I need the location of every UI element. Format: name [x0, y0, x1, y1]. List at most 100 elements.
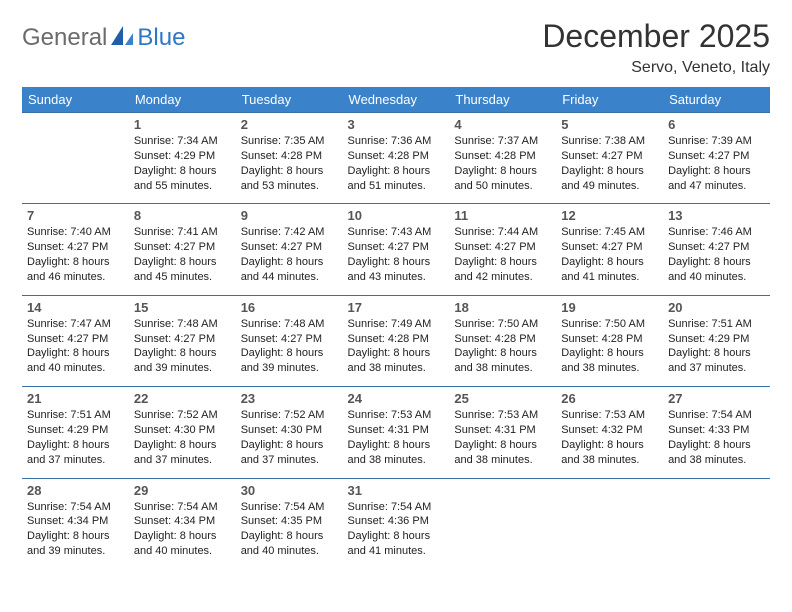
- weekday-header: Wednesday: [343, 87, 450, 113]
- day-info: Sunrise: 7:40 AMSunset: 4:27 PMDaylight:…: [27, 225, 124, 284]
- day-info: Sunrise: 7:52 AMSunset: 4:30 PMDaylight:…: [241, 408, 338, 467]
- calendar-cell: 2 Sunrise: 7:35 AMSunset: 4:28 PMDaylight…: [236, 113, 343, 204]
- calendar-cell: 11 Sunrise: 7:44 AMSunset: 4:27 PMDayligh…: [449, 204, 556, 295]
- day-info: Sunrise: 7:38 AMSunset: 4:27 PMDaylight:…: [561, 134, 658, 193]
- calendar-cell: 21 Sunrise: 7:51 AMSunset: 4:29 PMDayligh…: [22, 387, 129, 478]
- calendar-cell: [449, 478, 556, 569]
- calendar-row: 7 Sunrise: 7:40 AMSunset: 4:27 PMDaylight…: [22, 204, 770, 295]
- calendar-cell: 31 Sunrise: 7:54 AMSunset: 4:36 PMDayligh…: [343, 478, 450, 569]
- location-label: Servo, Veneto, Italy: [542, 59, 770, 77]
- day-number: 3: [348, 117, 445, 132]
- day-number: 21: [27, 391, 124, 406]
- day-number: 12: [561, 208, 658, 223]
- calendar-cell: 10 Sunrise: 7:43 AMSunset: 4:27 PMDayligh…: [343, 204, 450, 295]
- calendar-cell: 5 Sunrise: 7:38 AMSunset: 4:27 PMDaylight…: [556, 113, 663, 204]
- day-info: Sunrise: 7:36 AMSunset: 4:28 PMDaylight:…: [348, 134, 445, 193]
- calendar-cell: 6Sunrise: 7:39 AMSunset: 4:27 PMDaylight…: [663, 113, 770, 204]
- title-block: December 2025 Servo, Veneto, Italy: [542, 18, 770, 77]
- sail-icon: [109, 25, 135, 52]
- day-number: 7: [27, 208, 124, 223]
- calendar-cell: [556, 478, 663, 569]
- calendar-cell: 22Sunrise: 7:52 AMSunset: 4:30 PMDayligh…: [129, 387, 236, 478]
- calendar-row: 1 Sunrise: 7:34 AMSunset: 4:29 PMDaylight…: [22, 113, 770, 204]
- weekday-header-row: Sunday Monday Tuesday Wednesday Thursday…: [22, 87, 770, 113]
- weekday-header: Sunday: [22, 87, 129, 113]
- weekday-header: Monday: [129, 87, 236, 113]
- day-info: Sunrise: 7:43 AMSunset: 4:27 PMDaylight:…: [348, 225, 445, 284]
- calendar-cell: 20 Sunrise: 7:51 AMSunset: 4:29 PMDayligh…: [663, 295, 770, 386]
- calendar-cell: 23 Sunrise: 7:52 AMSunset: 4:30 PMDayligh…: [236, 387, 343, 478]
- calendar-cell: 9Sunrise: 7:42 AMSunset: 4:27 PMDaylight…: [236, 204, 343, 295]
- calendar-cell: 14 Sunrise: 7:47 AMSunset: 4:27 PMDayligh…: [22, 295, 129, 386]
- day-info: Sunrise: 7:54 AMSunset: 4:34 PMDaylight:…: [27, 500, 124, 559]
- day-info: Sunrise: 7:50 AMSunset: 4:28 PMDaylight:…: [454, 317, 551, 376]
- day-info: Sunrise: 7:54 AMSunset: 4:35 PMDaylight:…: [241, 500, 338, 559]
- calendar-cell: 25Sunrise: 7:53 AMSunset: 4:31 PMDayligh…: [449, 387, 556, 478]
- calendar-cell: 29 Sunrise: 7:54 AMSunset: 4:34 PMDayligh…: [129, 478, 236, 569]
- day-info: Sunrise: 7:42 AMSunset: 4:27 PMDaylight:…: [241, 225, 338, 284]
- day-number: 29: [134, 483, 231, 498]
- calendar-cell: 26 Sunrise: 7:53 AMSunset: 4:32 PMDayligh…: [556, 387, 663, 478]
- day-number: 4: [454, 117, 551, 132]
- day-number: 5: [561, 117, 658, 132]
- weekday-header: Thursday: [449, 87, 556, 113]
- day-info: Sunrise: 7:47 AMSunset: 4:27 PMDaylight:…: [27, 317, 124, 376]
- day-number: 30: [241, 483, 338, 498]
- calendar-cell: 24Sunrise: 7:53 AMSunset: 4:31 PMDayligh…: [343, 387, 450, 478]
- day-info: Sunrise: 7:39 AMSunset: 4:27 PMDaylight:…: [668, 134, 765, 193]
- calendar-cell: 30 Sunrise: 7:54 AMSunset: 4:35 PMDayligh…: [236, 478, 343, 569]
- calendar-cell: 13 Sunrise: 7:46 AMSunset: 4:27 PMDayligh…: [663, 204, 770, 295]
- calendar-cell: 12 Sunrise: 7:45 AMSunset: 4:27 PMDayligh…: [556, 204, 663, 295]
- day-info: Sunrise: 7:49 AMSunset: 4:28 PMDaylight:…: [348, 317, 445, 376]
- day-info: Sunrise: 7:48 AMSunset: 4:27 PMDaylight:…: [134, 317, 231, 376]
- day-number: 22: [134, 391, 231, 406]
- day-number: 1: [134, 117, 231, 132]
- day-info: Sunrise: 7:45 AMSunset: 4:27 PMDaylight:…: [561, 225, 658, 284]
- calendar-cell: 1 Sunrise: 7:34 AMSunset: 4:29 PMDaylight…: [129, 113, 236, 204]
- day-number: 2: [241, 117, 338, 132]
- day-info: Sunrise: 7:51 AMSunset: 4:29 PMDaylight:…: [27, 408, 124, 467]
- day-info: Sunrise: 7:50 AMSunset: 4:28 PMDaylight:…: [561, 317, 658, 376]
- header: General Blue December 2025 Servo, Veneto…: [22, 18, 770, 77]
- calendar-cell: 7 Sunrise: 7:40 AMSunset: 4:27 PMDaylight…: [22, 204, 129, 295]
- day-info: Sunrise: 7:35 AMSunset: 4:28 PMDaylight:…: [241, 134, 338, 193]
- calendar-cell: 19 Sunrise: 7:50 AMSunset: 4:28 PMDayligh…: [556, 295, 663, 386]
- month-title: December 2025: [542, 18, 770, 55]
- day-info: Sunrise: 7:41 AMSunset: 4:27 PMDaylight:…: [134, 225, 231, 284]
- day-number: 11: [454, 208, 551, 223]
- calendar-cell: 8 Sunrise: 7:41 AMSunset: 4:27 PMDaylight…: [129, 204, 236, 295]
- day-number: 10: [348, 208, 445, 223]
- day-number: 8: [134, 208, 231, 223]
- calendar-cell: 15Sunrise: 7:48 AMSunset: 4:27 PMDayligh…: [129, 295, 236, 386]
- day-number: 31: [348, 483, 445, 498]
- logo-text-general: General: [22, 24, 107, 52]
- logo: General Blue: [22, 18, 185, 52]
- day-info: Sunrise: 7:34 AMSunset: 4:29 PMDaylight:…: [134, 134, 231, 193]
- day-number: 28: [27, 483, 124, 498]
- day-number: 24: [348, 391, 445, 406]
- calendar-row: 14 Sunrise: 7:47 AMSunset: 4:27 PMDayligh…: [22, 295, 770, 386]
- day-info: Sunrise: 7:46 AMSunset: 4:27 PMDaylight:…: [668, 225, 765, 284]
- day-info: Sunrise: 7:53 AMSunset: 4:32 PMDaylight:…: [561, 408, 658, 467]
- weekday-header: Friday: [556, 87, 663, 113]
- day-number: 13: [668, 208, 765, 223]
- day-number: 19: [561, 300, 658, 315]
- logo-text-blue: Blue: [137, 24, 185, 52]
- day-info: Sunrise: 7:54 AMSunset: 4:33 PMDaylight:…: [668, 408, 765, 467]
- day-number: 16: [241, 300, 338, 315]
- day-info: Sunrise: 7:44 AMSunset: 4:27 PMDaylight:…: [454, 225, 551, 284]
- calendar-cell: 16 Sunrise: 7:48 AMSunset: 4:27 PMDayligh…: [236, 295, 343, 386]
- day-number: 26: [561, 391, 658, 406]
- calendar-cell: 18 Sunrise: 7:50 AMSunset: 4:28 PMDayligh…: [449, 295, 556, 386]
- weekday-header: Saturday: [663, 87, 770, 113]
- day-info: Sunrise: 7:54 AMSunset: 4:34 PMDaylight:…: [134, 500, 231, 559]
- day-number: 18: [454, 300, 551, 315]
- day-info: Sunrise: 7:51 AMSunset: 4:29 PMDaylight:…: [668, 317, 765, 376]
- day-info: Sunrise: 7:54 AMSunset: 4:36 PMDaylight:…: [348, 500, 445, 559]
- day-number: 20: [668, 300, 765, 315]
- day-number: 27: [668, 391, 765, 406]
- day-number: 23: [241, 391, 338, 406]
- day-info: Sunrise: 7:48 AMSunset: 4:27 PMDaylight:…: [241, 317, 338, 376]
- day-number: 14: [27, 300, 124, 315]
- calendar-cell: [663, 478, 770, 569]
